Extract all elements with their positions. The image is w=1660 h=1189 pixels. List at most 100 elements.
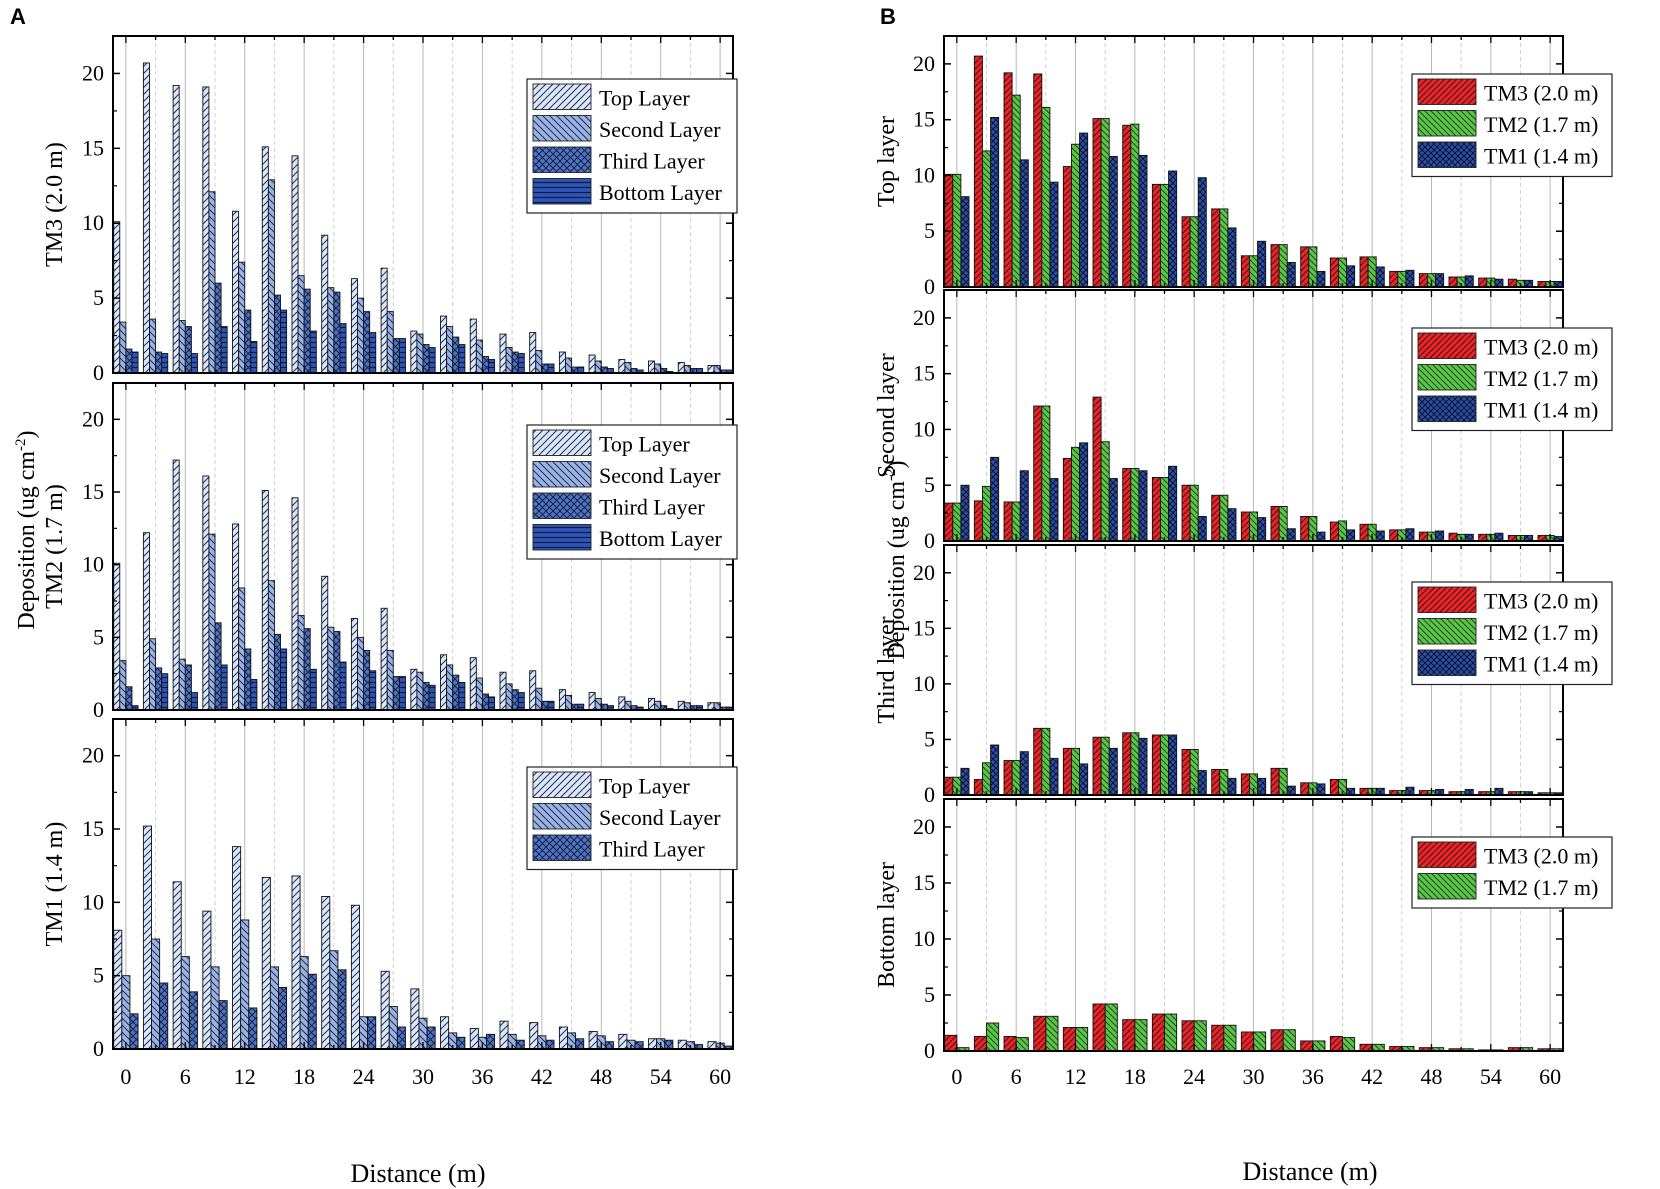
legend-swatch: [532, 115, 592, 142]
panel-a-subplot-2-ytick-label: 0: [93, 697, 104, 722]
panel-b-subplot-4-bar-hatch: [1193, 1020, 1207, 1052]
panel-b-subplot-4-bar-tm2-1-7-m: [1342, 1037, 1356, 1052]
panel-a-subplot-1-bar-hatch: [131, 351, 139, 374]
panel-a-subplot-1-bar-hatch: [172, 84, 180, 374]
panel-b-subplot-4-bar-tm3-2-0-m: [973, 1035, 987, 1052]
panel-a-subplot-1-bar-second-layer: [683, 365, 691, 374]
panel-a-subplot-3-bar-hatch: [210, 966, 220, 1050]
panel-b-subplot-2-ylabel: Second layer: [874, 353, 900, 478]
panel-b-subplot-4-bar-tm3-2-0-m: [1211, 1024, 1225, 1052]
panel-a-subplot-2-bar-second-layer: [446, 664, 454, 711]
panel-a-subplot-2-bar-hatch: [178, 658, 186, 711]
panel-a-subplot-2-bar-hatch: [244, 648, 252, 711]
panel-b-subplot-1-bar-hatch: [1219, 208, 1229, 288]
panel-b-subplot-2-bar-hatch: [1049, 478, 1059, 542]
legend-swatch: [1417, 332, 1477, 359]
panel-b-subplot-2-bar-tm3-2-0-m: [1389, 529, 1399, 542]
panel-b-subplot-1-bar-hatch: [1062, 166, 1072, 288]
panel-b-subplot-1-bar-hatch: [1181, 216, 1191, 288]
panel-a-subplot-3-ytick-label: 5: [93, 963, 104, 988]
panel-a-subplot-3-bar-hatch: [380, 970, 390, 1050]
panel-b-subplot-3-bar-hatch: [944, 776, 954, 796]
panel-a-subplot-2-bar-hatch: [422, 681, 430, 711]
panel-b-subplot-2-legend: TM3 (2.0 m) TM2 (1.7 m) TM1 (1.4 m): [1411, 327, 1613, 432]
panel-b-subplot-4-bar-hatch: [1282, 1029, 1296, 1052]
panel-a-subplot-1-bar-third-layer: [125, 348, 133, 374]
panel-b-subplot-2-bar-hatch: [1041, 405, 1051, 542]
panel-a-subplot-1-bar-top-layer: [350, 278, 358, 374]
panel-b-subplot-1-bar-tm1-1-4-m: [1316, 270, 1326, 288]
panel-b-subplot-1-bar-tm1-1-4-m: [1524, 279, 1534, 288]
panel-a-subplot-3-bar-hatch: [469, 1028, 479, 1050]
panel-b-subplot-2-bar-tm1-1-4-m: [1019, 470, 1029, 542]
panel-b-xtick-label: 18: [1124, 1064, 1146, 1089]
legend-label: Bottom Layer: [599, 526, 722, 551]
panel-b-subplot-1-bar-tm3-2-0-m: [1181, 216, 1191, 288]
panel-b-subplot-2-bar-hatch: [1019, 470, 1029, 542]
panel-b-subplot-3-bar-hatch: [1151, 734, 1161, 796]
panel-a-subplot-3-bar-hatch: [172, 881, 182, 1050]
panel-a-subplot-2-bar-second-layer: [149, 638, 157, 711]
panel-a-subplot-2-bar-hatch: [350, 617, 358, 711]
panel-b-subplot-2-bar-tm1-1-4-m: [1168, 465, 1178, 542]
panel-a-subplot-1-bar-third-layer: [214, 282, 222, 374]
panel-a-subplot-1-legend-item-second-layer: Second Layer: [532, 115, 721, 142]
panel-a-subplot-3: 0 5 10 15 20 TM1 (1.4 m) Top Layer Second Layer…: [42, 718, 738, 1061]
panel-b-subplot-3-ytick-label: 20: [913, 560, 935, 585]
panel-a-subplot-2-bar-hatch: [469, 657, 477, 711]
panel-a-subplot-3-bar-second-layer: [180, 956, 190, 1050]
panel-a-subplot-2-bar-hatch: [517, 692, 525, 711]
panel-a-subplot-2-bar-hatch: [333, 631, 341, 711]
panel-b-subplot-2-bar-hatch: [1286, 528, 1296, 542]
panel-b-subplot-2-legend-item-tm3-2-0-m: TM3 (2.0 m): [1417, 332, 1598, 360]
panel-b-subplot-2-bar-hatch: [1151, 476, 1161, 542]
panel-b-subplot-2-bar-tm1-1-4-m: [1079, 442, 1089, 542]
panel-b-subplot-3: 0 5 10 15 20 Third layer TM3 (2.0 m) TM2 (1.7 m…: [874, 544, 1613, 807]
panel-a-subplot-1-bar-second-layer: [594, 360, 602, 374]
panel-b-subplot-1-bar-hatch: [1130, 123, 1140, 288]
panel-a-subplot-2-bar-third-layer: [214, 622, 222, 711]
panel-a-subplot-2-bar-top-layer: [202, 475, 210, 711]
panel-a-subplot-3-bar-third-layer: [337, 969, 347, 1050]
panel-b-subplot-2-bar-tm2-1-7-m: [1160, 476, 1170, 542]
panel-a-subplot-3-bar-hatch: [396, 1026, 406, 1050]
panel-a-subplot-3-bar-hatch: [129, 1013, 139, 1050]
panel-a-subplot-3-bar-hatch: [588, 1030, 598, 1050]
panel-b-subplot-4-bar-hatch: [1062, 1027, 1076, 1052]
panel-a-subplot-2-bar-top-layer: [558, 689, 566, 711]
panel-b-subplot-3-bar-hatch: [1316, 783, 1326, 796]
panel-b-subplot-3-bar-tm2-1-7-m: [1160, 734, 1170, 796]
panel-a-subplot-3-bar-hatch: [515, 1039, 525, 1050]
panel-a-subplot-3-bar-top-layer: [648, 1038, 658, 1050]
panel-b-subplot-2-bar-tm2-1-7-m: [1130, 468, 1140, 542]
panel-b-subplot-4-bar-hatch: [1329, 1035, 1343, 1052]
panel-b-subplot-1-bar-hatch: [1151, 183, 1161, 288]
panel-b-subplot-4-bar-hatch: [1015, 1037, 1029, 1052]
panel-b-subplot-3-bar-tm1-1-4-m: [1079, 763, 1089, 796]
panel-a-subplot-1-bar-hatch: [190, 353, 198, 374]
legend-label: Third Layer: [599, 495, 705, 520]
panel-a-subplot-1-bar-hatch: [469, 318, 477, 374]
panel-a-subplot-1-bar-second-layer: [238, 261, 246, 374]
legend-swatch: [532, 524, 592, 551]
panel-a-subplot-3-bar-hatch: [188, 991, 198, 1050]
panel-b-subplot-1-bar-tm3-2-0-m: [1300, 246, 1310, 288]
panel-b-subplot-3-bar-tm3-2-0-m: [1211, 768, 1221, 796]
panel-b-subplot-1-legend: TM3 (2.0 m) TM2 (1.7 m) TM1 (1.4 m): [1411, 73, 1613, 178]
panel-b-subplot-4-bar-hatch: [1122, 1019, 1136, 1052]
panel-a-subplot-1-bar-hatch: [499, 333, 507, 374]
panel-a-subplot-2-bar-top-layer: [588, 692, 596, 711]
panel-a-subplot-1-bar-hatch: [511, 351, 519, 374]
panel-b-subplot-2-bar-tm1-1-4-m: [990, 456, 1000, 542]
panel-a-subplot-3-bar-hatch: [604, 1041, 614, 1050]
panel-b-subplot-2-bar-tm2-1-7-m: [1100, 441, 1110, 542]
panel-a-subplot-2-bar-hatch: [327, 626, 335, 711]
legend-swatch: [532, 178, 592, 205]
panel-a-subplot-2-bar-hatch: [440, 654, 448, 711]
panel-a-subplot-2-bar-second-layer: [267, 580, 275, 711]
panel-b-subplot-3-bar-hatch: [1270, 767, 1280, 796]
panel-b-subplot-2-bar-tm2-1-7-m: [982, 485, 992, 542]
panel-a-subplot-1-bar-second-layer: [713, 365, 721, 374]
panel-b-subplot-1-bar-hatch: [1346, 265, 1356, 288]
panel-a-subplot-1-bar-bottom-layer: [220, 326, 228, 374]
